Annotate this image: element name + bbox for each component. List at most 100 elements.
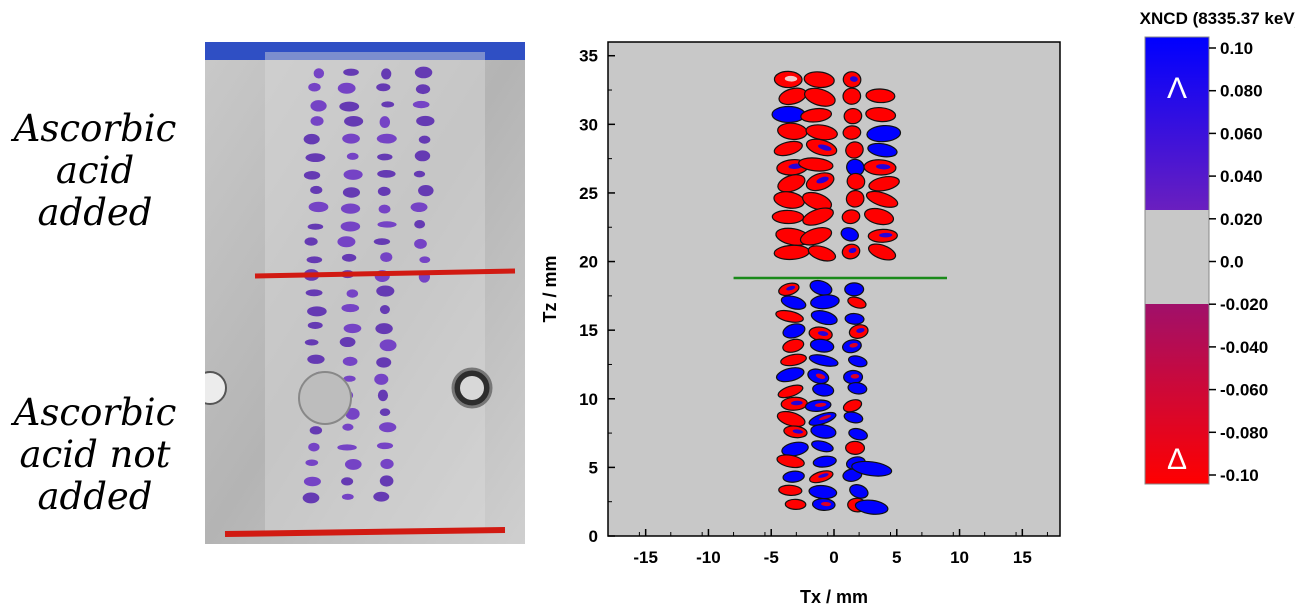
crystal-grain: [342, 187, 361, 198]
crystal-blob: [812, 455, 837, 468]
crystal-grain: [343, 68, 359, 76]
crystal-grain: [310, 100, 327, 112]
crystal-grain: [342, 423, 354, 431]
crystal-grain: [305, 459, 319, 466]
y-tick-label: 30: [579, 115, 598, 134]
crystal-blob: [845, 189, 865, 208]
crystal-grain: [308, 442, 320, 452]
crystal-grain: [374, 373, 389, 385]
crystal-blob: [843, 107, 863, 125]
crystal-grain: [377, 153, 393, 161]
crystal-grain: [376, 285, 395, 297]
y-tick-label: 15: [579, 321, 598, 340]
crystal-blob: [843, 411, 864, 424]
crystal-grain: [346, 152, 359, 160]
colorbar-positive-band: [1145, 37, 1209, 210]
crystal-blob: [842, 399, 863, 413]
crystal-blob: [867, 243, 897, 261]
colorbar-tick-label: -0.10: [1220, 466, 1259, 485]
colorbar-tick-label: 0.020: [1220, 210, 1263, 229]
crystal-grain: [309, 426, 323, 435]
crystal-grain: [339, 101, 360, 112]
colorbar-frame: [1144, 36, 1210, 485]
crystal-blob: [867, 228, 898, 243]
x-tick-label: 10: [950, 548, 969, 567]
y-tick-label: 20: [579, 253, 598, 272]
crystal-grain: [302, 492, 320, 504]
crystal-blob: [847, 381, 868, 395]
crystal-blob: [810, 310, 838, 326]
crystal-grain: [306, 256, 323, 264]
colorbar: XNCD (8335.37 keV) Λ Δ 0.10 0.080 0.060 0.0…: [1140, 9, 1295, 485]
colorbar-tick-label: 0.060: [1220, 124, 1263, 143]
crystal-blob: [854, 499, 889, 515]
crystal-blob: [778, 484, 803, 497]
crystal-grain: [341, 493, 354, 500]
crystal-grain: [416, 115, 435, 127]
crystal-blob: [775, 367, 805, 383]
crystal-grain: [308, 82, 321, 92]
crystal-blob: [803, 87, 836, 107]
crystal-blob: [780, 353, 807, 367]
crystal-grain: [341, 303, 360, 313]
crystal-grain: [344, 458, 362, 470]
crystal-grain: [414, 150, 431, 162]
crystal-blob: [844, 312, 865, 325]
crystal-blob: [842, 71, 862, 89]
crystal-blob: [808, 354, 839, 367]
crystal-grain: [377, 221, 397, 228]
crystal-grain: [379, 422, 397, 433]
crystal-blob: [841, 209, 861, 225]
crystal-grain: [337, 82, 356, 94]
crystal-blob: [800, 107, 833, 123]
crystal-blob: [865, 106, 897, 123]
crystal-grain: [376, 133, 397, 144]
crystal-blob: [845, 141, 864, 159]
y-tick-label: 5: [589, 458, 598, 477]
x-tick-label: 0: [829, 548, 838, 567]
colorbar-tick-label: -0.080: [1220, 423, 1268, 442]
crystal-grain: [380, 252, 393, 262]
crystal-grain: [380, 458, 394, 469]
crystal-blob: [810, 294, 840, 310]
crystal-blob: [866, 124, 902, 143]
crystal-grain: [342, 133, 360, 144]
annotation-line: added: [37, 475, 153, 518]
crystal-blob: [778, 282, 800, 297]
crystal-grain: [381, 101, 395, 108]
crystal-grain: [415, 84, 431, 95]
crystal-blob: [863, 159, 897, 176]
crystal-grain: [376, 357, 392, 368]
plot-area: [608, 42, 1060, 536]
crystal-grain: [339, 336, 356, 348]
crystal-blob: [846, 172, 866, 191]
crystal-blob: [783, 425, 808, 439]
crystal-blob: [804, 399, 832, 413]
colorbar-tick-label: -0.040: [1220, 338, 1268, 357]
crystal-blob: [808, 411, 837, 426]
y-tick-label: 35: [579, 47, 598, 66]
crystal-blob: [776, 410, 806, 428]
crystal-grain: [377, 170, 396, 178]
crystal-grain: [379, 475, 394, 487]
crystal-blob: [802, 191, 833, 211]
crystal-blob: [771, 105, 806, 124]
crystal-blob: [841, 243, 861, 260]
colorbar-tick-label: -0.060: [1220, 381, 1268, 400]
crystal-blob: [781, 441, 809, 457]
crystal-grain: [377, 389, 389, 402]
crystal-blob: [848, 427, 868, 441]
crystal-blob: [811, 497, 836, 512]
crystal-blob: [848, 324, 869, 339]
colorbar-title: XNCD (8335.37 keV): [1140, 9, 1295, 28]
colorbar-neutral-band: [1145, 210, 1209, 304]
crystal-grain: [410, 202, 428, 213]
crystal-blob: [780, 295, 807, 310]
red-line-bottom: [224, 527, 506, 537]
crystal-blob: [851, 460, 893, 477]
crystal-blob: [773, 70, 803, 89]
crystal-blob: [771, 209, 805, 225]
crystal-blob: [805, 172, 835, 192]
crystal-blob: [802, 207, 834, 226]
crystal-blob: [808, 326, 833, 342]
